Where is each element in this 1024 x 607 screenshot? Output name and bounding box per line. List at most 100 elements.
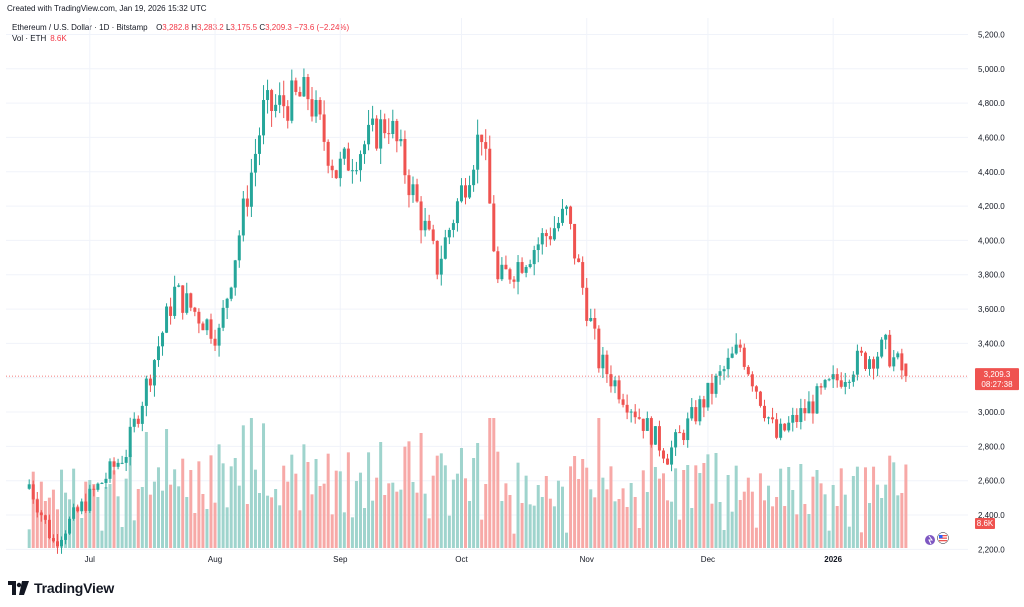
volume-bar [690,508,694,548]
candle-body [585,287,589,321]
volume-bar [346,452,350,548]
volume-bar [738,500,742,548]
candle-body [35,499,39,513]
volume-bar [702,463,706,548]
price-chart[interactable]: 5,200.0 5,000.0 4,800.0 4,600.0 4,400.0 4,200… [0,18,1024,578]
volume-bar [112,470,116,548]
volume-bar [657,478,661,548]
candle-body [722,369,726,372]
last-price-text: 3,209.3 [984,370,1011,379]
candle-body [60,539,64,547]
candle-body [605,354,609,375]
volume-bar [310,494,314,548]
tradingview-logo[interactable]: TradingView [8,578,114,598]
candle-body [831,374,835,380]
candle-body [767,417,771,419]
candle-body [213,338,217,346]
volume-bar [427,518,431,548]
candle-body [464,185,468,198]
volume-bar [423,493,427,548]
candle-body [569,206,573,224]
volume-bar [496,451,500,548]
candle-body [298,91,302,97]
candle-body [758,391,762,406]
candle-body [750,374,754,387]
x-tick-label: Oct [455,555,468,564]
candle-body [500,264,504,280]
candle-body [383,119,387,134]
volume-bar [274,489,278,548]
candle-body [399,138,403,142]
symbol-label[interactable]: Ethereum / U.S. Dollar · 1D · Bitstamp [12,23,148,32]
candle-body [730,353,734,358]
volume-bar [120,527,124,548]
volume-bar [233,458,237,548]
candle-body [504,264,508,270]
candle-body [795,414,799,423]
volume-bar [116,496,120,548]
candle-body [290,80,294,121]
volume-bar [177,486,181,548]
volume-bar [64,492,68,548]
last-volume-box [975,518,995,529]
candle-body [193,307,197,312]
volume-bar [237,485,241,548]
candle-body [152,360,156,386]
volume-bar [577,479,581,548]
volume-bar [706,454,710,548]
candle-body [423,220,427,231]
candle-body [100,482,104,484]
volume-bar [839,468,843,548]
volume-bar [565,532,569,548]
volume-bar [124,478,128,548]
volume-bar [670,501,674,548]
volume-bar [290,454,294,548]
volume-bar [827,530,831,548]
candle-body [407,175,411,196]
candle-body [363,144,367,155]
candle-body [205,319,209,331]
volume-bar [585,467,589,548]
volume-bar [508,495,512,548]
volume-bar [241,425,245,548]
high-label: H [191,23,198,32]
candle-body [488,148,492,204]
y-tick-label: 3,600.0 [978,305,1005,314]
event-icons[interactable] [925,532,949,546]
candle-body [225,298,229,308]
candle-body [278,95,282,105]
candle-body [181,285,185,313]
candle-body [84,501,88,511]
x-tick-label: 2026 [824,555,842,564]
candle-body [286,106,290,121]
volume-bar [326,453,330,548]
y-tick-label: 3,800.0 [978,271,1005,280]
volume-bar [710,503,714,548]
volume-bar [249,418,253,548]
volume-label[interactable]: Vol · ETH [12,34,47,43]
volume-bar [338,471,342,548]
volume-bar [225,507,229,548]
volume-bar [322,483,326,548]
volume-bar [43,501,47,548]
candle-body [633,411,637,418]
volume-bar [734,465,738,548]
volume-bar [621,488,625,548]
candle-body [391,120,395,134]
candle-body [791,414,795,423]
volume-bar [60,469,64,548]
candle-body [156,346,160,361]
candle-body [565,206,569,209]
volume-bar [84,481,88,548]
volume-bar [156,467,160,548]
volume-bar [185,497,189,548]
volume-bar [76,506,80,548]
high-value: 3,283.2 [197,23,224,32]
volume-bar [722,530,726,548]
candle-body [480,134,484,143]
y-tick-label: 4,800.0 [978,99,1005,108]
volume-bar [637,528,641,548]
candle-body [888,334,892,367]
candle-body [334,170,338,179]
candle-body [645,418,649,431]
